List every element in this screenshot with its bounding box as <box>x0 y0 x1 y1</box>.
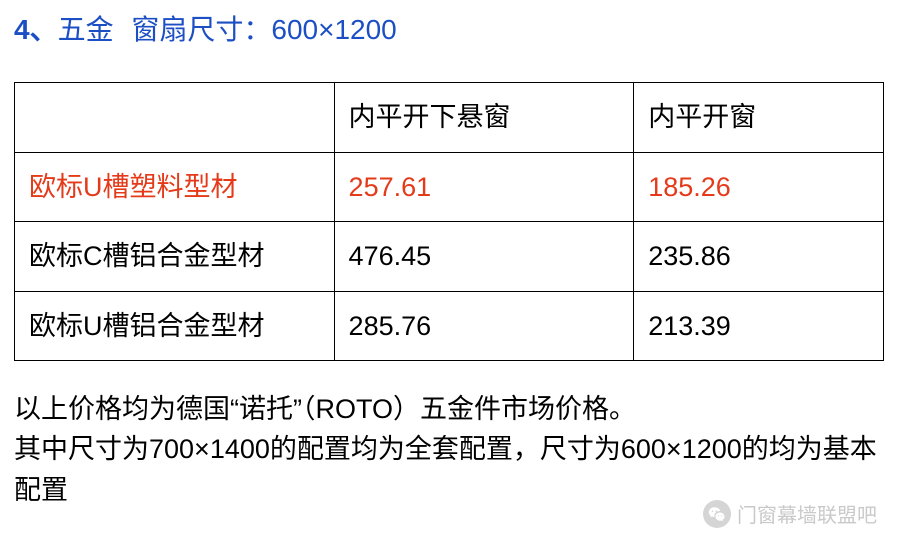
watermark-text: 门窗幕墙联盟吧 <box>737 499 877 528</box>
row-label: 欧标U槽塑料型材 <box>15 152 335 221</box>
table-row: 欧标C槽铝合金型材 476.45 235.86 <box>15 222 884 291</box>
table-row: 欧标U槽铝合金型材 285.76 213.39 <box>15 291 884 360</box>
heading-number: 4、 <box>14 14 58 45</box>
table-header-row: 内平开下悬窗 内平开窗 <box>15 83 884 152</box>
watermark: 门窗幕墙联盟吧 <box>703 499 877 528</box>
table-header-empty <box>15 83 335 152</box>
wechat-icon <box>703 500 731 528</box>
row-value-1: 476.45 <box>334 222 634 291</box>
table-header-col2: 内平开窗 <box>634 83 884 152</box>
row-value-1: 285.76 <box>334 291 634 360</box>
heading-title: 五金 <box>58 14 114 45</box>
table-row: 欧标U槽塑料型材 257.61 185.26 <box>15 152 884 221</box>
row-label: 欧标U槽铝合金型材 <box>15 291 335 360</box>
row-value-2: 235.86 <box>634 222 884 291</box>
hardware-price-table: 内平开下悬窗 内平开窗 欧标U槽塑料型材 257.61 185.26 欧标C槽铝… <box>14 82 884 361</box>
section-heading: 4、五金 窗扇尺寸：600×1200 <box>14 12 883 48</box>
footnote-text: 以上价格均为德国“诺托”（ROTO）五金件市场价格。 其中尺寸为700×1400… <box>14 389 883 511</box>
row-label: 欧标C槽铝合金型材 <box>15 222 335 291</box>
note-line-1: 以上价格均为德国“诺托”（ROTO）五金件市场价格。 <box>14 389 883 430</box>
row-value-1: 257.61 <box>334 152 634 221</box>
row-value-2: 213.39 <box>634 291 884 360</box>
row-value-2: 185.26 <box>634 152 884 221</box>
heading-subtitle: 窗扇尺寸：600×1200 <box>131 14 396 45</box>
table-header-col1: 内平开下悬窗 <box>334 83 634 152</box>
